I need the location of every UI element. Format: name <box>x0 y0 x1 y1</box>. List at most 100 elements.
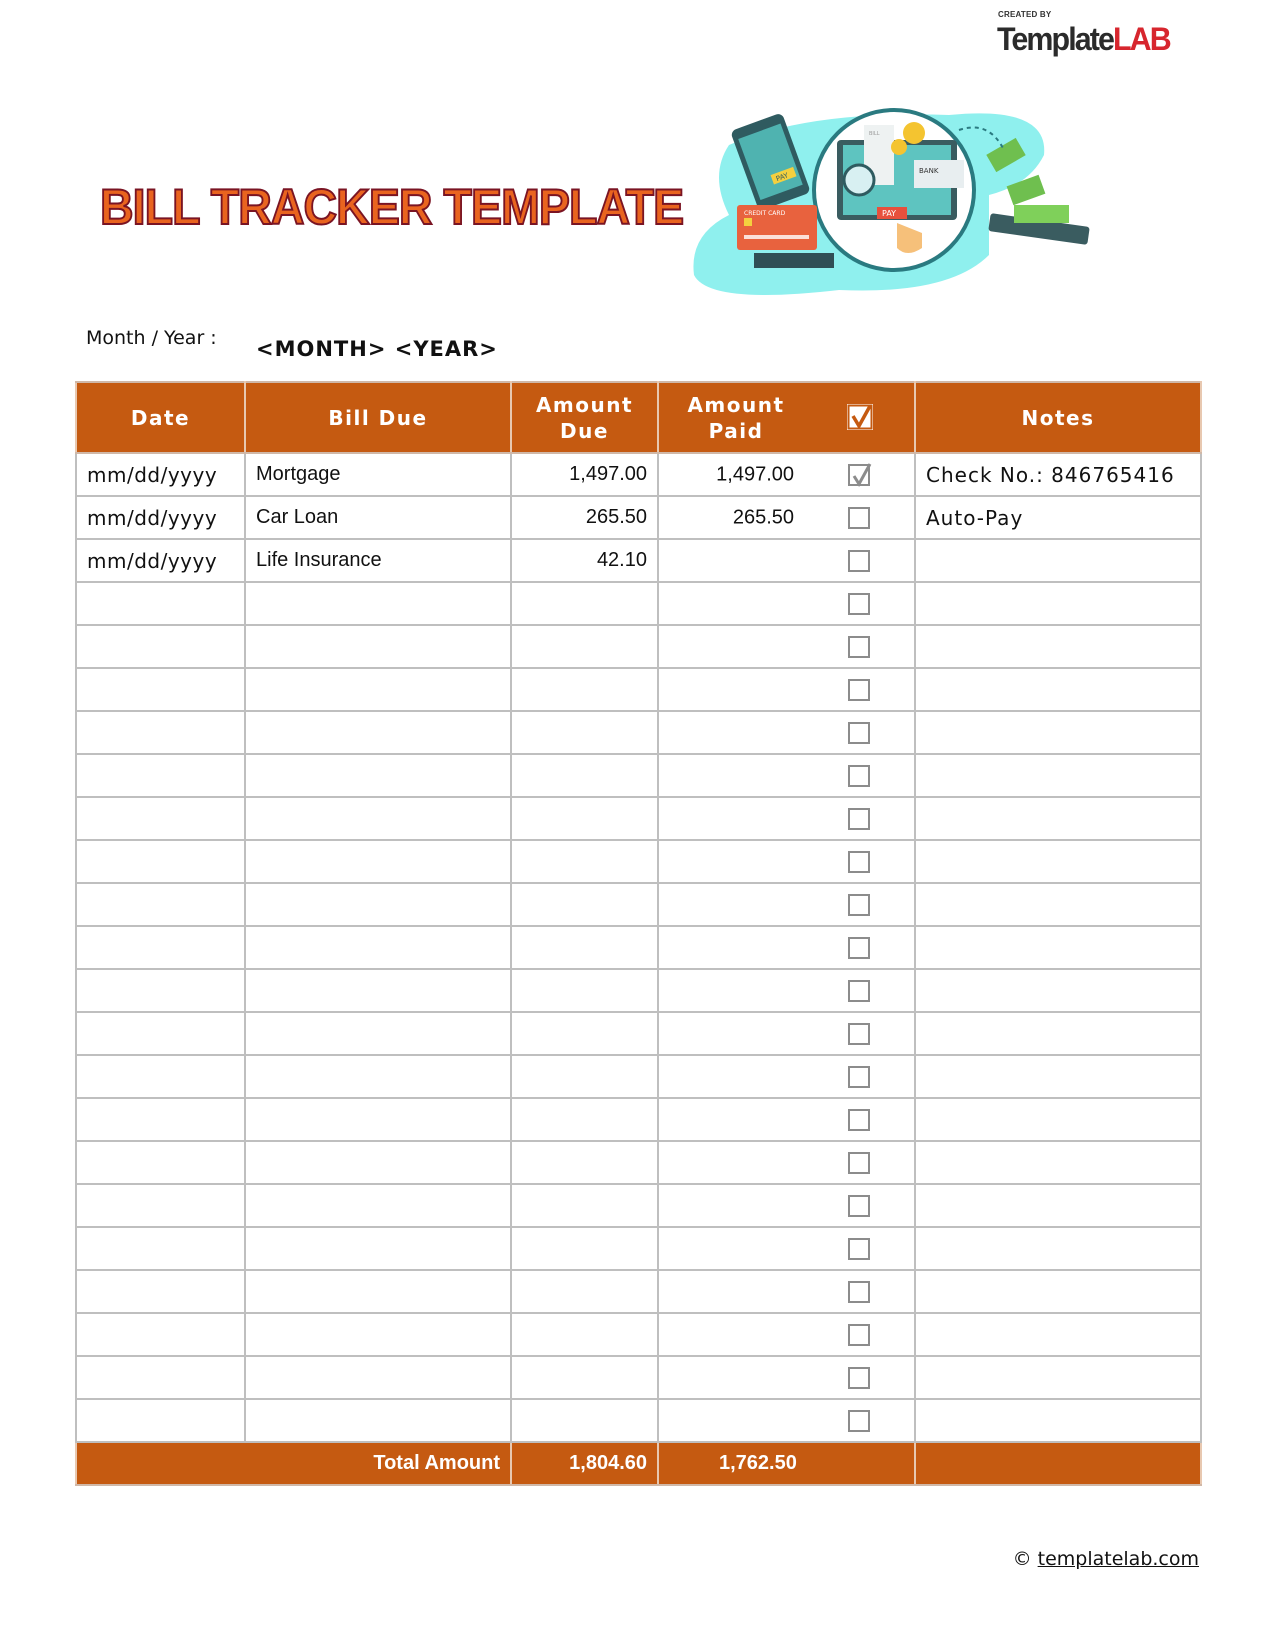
paid-checkbox[interactable] <box>848 1366 870 1389</box>
notes-cell[interactable] <box>914 710 1202 755</box>
amount-due-cell[interactable] <box>510 925 659 970</box>
bill-cell[interactable] <box>244 1054 512 1099</box>
bill-cell[interactable]: Car Loan <box>244 495 512 540</box>
date-cell[interactable] <box>75 667 246 712</box>
paid-checkbox[interactable] <box>848 592 870 615</box>
notes-cell[interactable] <box>914 1398 1202 1443</box>
amount-paid-cell[interactable] <box>657 624 916 669</box>
amount-due-cell[interactable]: 265.50 <box>510 495 659 540</box>
date-cell[interactable] <box>75 710 246 755</box>
bill-cell[interactable] <box>244 1183 512 1228</box>
amount-paid-cell[interactable] <box>657 1398 916 1443</box>
paid-checkbox[interactable] <box>848 1280 870 1303</box>
amount-due-cell[interactable] <box>510 1183 659 1228</box>
bill-cell[interactable] <box>244 581 512 626</box>
date-cell[interactable] <box>75 1226 246 1271</box>
amount-paid-cell[interactable] <box>657 925 916 970</box>
date-cell[interactable] <box>75 1355 246 1400</box>
amount-paid-cell[interactable] <box>657 796 916 841</box>
notes-cell[interactable] <box>914 1312 1202 1357</box>
bill-cell[interactable] <box>244 1312 512 1357</box>
amount-due-cell[interactable]: 42.10 <box>510 538 659 583</box>
templatelab-link[interactable]: templatelab.com <box>1037 1548 1199 1570</box>
date-cell[interactable] <box>75 925 246 970</box>
paid-checkbox[interactable] <box>848 979 870 1002</box>
paid-checkbox[interactable] <box>848 1237 870 1260</box>
date-cell[interactable] <box>75 624 246 669</box>
amount-paid-cell[interactable] <box>657 1140 916 1185</box>
amount-paid-cell[interactable] <box>657 1312 916 1357</box>
notes-cell[interactable] <box>914 1097 1202 1142</box>
date-cell[interactable]: mm/dd/yyyy <box>75 452 246 497</box>
date-cell[interactable] <box>75 1140 246 1185</box>
paid-checkbox[interactable] <box>848 635 870 658</box>
amount-paid-cell[interactable] <box>657 581 916 626</box>
bill-cell[interactable]: Life Insurance <box>244 538 512 583</box>
bill-cell[interactable] <box>244 882 512 927</box>
amount-due-cell[interactable] <box>510 882 659 927</box>
amount-due-cell[interactable] <box>510 839 659 884</box>
bill-cell[interactable]: Mortgage <box>244 452 512 497</box>
notes-cell[interactable] <box>914 882 1202 927</box>
amount-paid-cell[interactable] <box>657 667 916 712</box>
bill-cell[interactable] <box>244 753 512 798</box>
amount-paid-cell[interactable] <box>657 1226 916 1271</box>
paid-checkbox[interactable] <box>848 549 870 572</box>
bill-cell[interactable] <box>244 968 512 1013</box>
amount-paid-cell[interactable] <box>657 1183 916 1228</box>
amount-due-cell[interactable] <box>510 1355 659 1400</box>
notes-cell[interactable]: Auto-Pay <box>914 495 1202 540</box>
date-cell[interactable] <box>75 1097 246 1142</box>
bill-cell[interactable] <box>244 1226 512 1271</box>
amount-paid-cell[interactable] <box>657 710 916 755</box>
paid-checkbox[interactable] <box>848 936 870 959</box>
notes-cell[interactable] <box>914 839 1202 884</box>
notes-cell[interactable] <box>914 968 1202 1013</box>
paid-checkbox[interactable] <box>848 893 870 916</box>
paid-checkbox[interactable] <box>848 764 870 787</box>
date-cell[interactable]: mm/dd/yyyy <box>75 538 246 583</box>
notes-cell[interactable] <box>914 1011 1202 1056</box>
amount-paid-cell[interactable] <box>657 839 916 884</box>
notes-cell[interactable] <box>914 581 1202 626</box>
amount-due-cell[interactable] <box>510 753 659 798</box>
notes-cell[interactable] <box>914 796 1202 841</box>
notes-cell[interactable] <box>914 624 1202 669</box>
date-cell[interactable] <box>75 753 246 798</box>
bill-cell[interactable] <box>244 1398 512 1443</box>
amount-paid-cell[interactable] <box>657 538 916 583</box>
paid-checkbox[interactable] <box>848 678 870 701</box>
notes-cell[interactable] <box>914 667 1202 712</box>
paid-checkbox[interactable] <box>848 807 870 830</box>
amount-due-cell[interactable] <box>510 710 659 755</box>
notes-cell[interactable] <box>914 753 1202 798</box>
bill-cell[interactable] <box>244 1140 512 1185</box>
date-cell[interactable] <box>75 1312 246 1357</box>
paid-checkbox[interactable] <box>848 1065 870 1088</box>
bill-cell[interactable] <box>244 1269 512 1314</box>
notes-cell[interactable] <box>914 1183 1202 1228</box>
notes-cell[interactable]: Check No.: 846765416 <box>914 452 1202 497</box>
date-cell[interactable] <box>75 1011 246 1056</box>
paid-checkbox[interactable] <box>848 1194 870 1217</box>
amount-paid-cell[interactable] <box>657 1355 916 1400</box>
amount-paid-cell[interactable] <box>657 882 916 927</box>
paid-checkbox[interactable] <box>848 1409 870 1432</box>
amount-due-cell[interactable] <box>510 1398 659 1443</box>
notes-cell[interactable] <box>914 925 1202 970</box>
date-cell[interactable] <box>75 796 246 841</box>
date-cell[interactable] <box>75 882 246 927</box>
paid-checkbox-checked[interactable] <box>848 462 872 487</box>
bill-cell[interactable] <box>244 1355 512 1400</box>
bill-cell[interactable] <box>244 1097 512 1142</box>
amount-due-cell[interactable] <box>510 624 659 669</box>
date-cell[interactable] <box>75 1398 246 1443</box>
bill-cell[interactable] <box>244 1011 512 1056</box>
notes-cell[interactable] <box>914 538 1202 583</box>
amount-due-cell[interactable] <box>510 581 659 626</box>
paid-checkbox[interactable] <box>848 1151 870 1174</box>
date-cell[interactable]: mm/dd/yyyy <box>75 495 246 540</box>
amount-due-cell[interactable] <box>510 968 659 1013</box>
amount-due-cell[interactable] <box>510 1097 659 1142</box>
amount-paid-cell[interactable] <box>657 1269 916 1314</box>
